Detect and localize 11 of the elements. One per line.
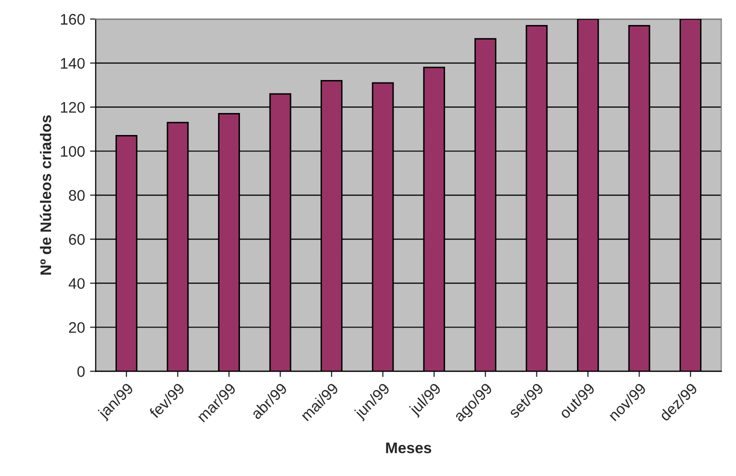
y-tick-label: 80 [68,190,85,201]
x-axis-title: Meses [386,442,432,454]
y-tick-label: 0 [77,366,85,377]
y-tick-label: 100 [60,146,85,157]
y-tick-label: 20 [69,322,85,333]
y-tick-label: 160 [60,14,85,25]
y-axis-title: Nº de Núcleos criados [40,115,52,275]
y-tick-label: 60 [69,234,85,245]
y-tick-label: 140 [60,58,85,69]
y-tick-label: 40 [68,278,85,289]
y-tick-label: 120 [60,102,85,113]
